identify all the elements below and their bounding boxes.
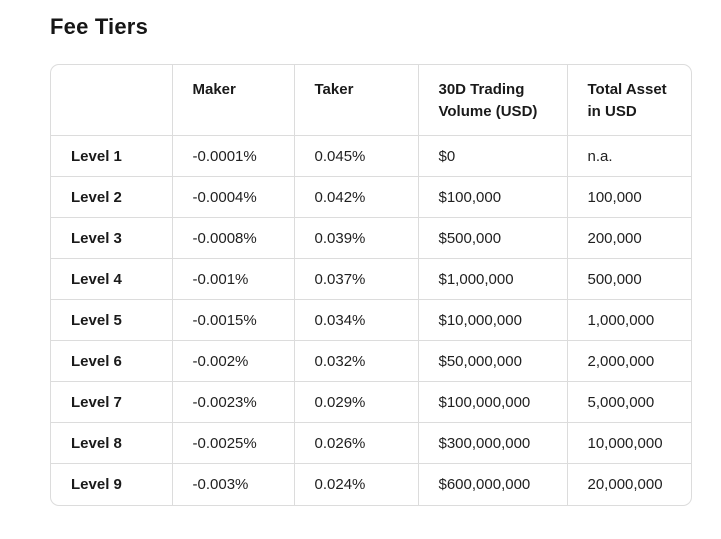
- asset-cell: 1,000,000: [566, 299, 691, 341]
- row-label: Level 6: [51, 340, 172, 382]
- column-header-total-asset: Total Asset in USD: [566, 65, 691, 136]
- volume-cell: $300,000,000: [417, 422, 567, 464]
- asset-cell: 500,000: [566, 258, 691, 300]
- volume-cell: $500,000: [417, 217, 567, 259]
- asset-cell: 2,000,000: [566, 340, 691, 382]
- maker-cell: -0.0015%: [171, 299, 294, 341]
- table-row: Level 9 -0.003% 0.024% $600,000,000 20,0…: [51, 463, 691, 505]
- asset-cell: 10,000,000: [566, 422, 691, 464]
- taker-cell: 0.045%: [293, 135, 418, 177]
- maker-cell: -0.0004%: [171, 176, 294, 218]
- taker-cell: 0.026%: [293, 422, 418, 464]
- table-row: Level 5 -0.0015% 0.034% $10,000,000 1,00…: [51, 299, 691, 341]
- row-label: Level 3: [51, 217, 172, 259]
- maker-cell: -0.0023%: [171, 381, 294, 423]
- maker-cell: -0.0025%: [171, 422, 294, 464]
- volume-cell: $50,000,000: [417, 340, 567, 382]
- page-title: Fee Tiers: [50, 14, 149, 39]
- taker-cell: 0.039%: [293, 217, 418, 259]
- column-header-volume: 30D Trading Volume (USD): [417, 65, 567, 136]
- column-header-blank: [51, 65, 172, 136]
- column-header-maker: Maker: [171, 65, 294, 136]
- header-row: Maker Taker 30D Trading Volume (USD) Tot…: [51, 65, 691, 136]
- taker-cell: 0.032%: [293, 340, 418, 382]
- volume-cell: $0: [417, 135, 567, 177]
- column-header-taker: Taker: [293, 65, 418, 136]
- asset-cell: 100,000: [566, 176, 691, 218]
- table-row: Level 7 -0.0023% 0.029% $100,000,000 5,0…: [51, 381, 691, 423]
- asset-cell: 200,000: [566, 217, 691, 259]
- maker-cell: -0.0001%: [171, 135, 294, 177]
- table-row: Level 6 -0.002% 0.032% $50,000,000 2,000…: [51, 340, 691, 382]
- volume-cell: $1,000,000: [417, 258, 567, 300]
- asset-cell: 5,000,000: [566, 381, 691, 423]
- row-label: Level 7: [51, 381, 172, 423]
- fee-tiers-table: Maker Taker 30D Trading Volume (USD) Tot…: [50, 64, 692, 506]
- table-row: Level 4 -0.001% 0.037% $1,000,000 500,00…: [51, 258, 691, 300]
- taker-cell: 0.024%: [293, 463, 418, 505]
- volume-cell: $100,000,000: [417, 381, 567, 423]
- row-label: Level 2: [51, 176, 172, 218]
- asset-cell: n.a.: [566, 135, 691, 177]
- taker-cell: 0.029%: [293, 381, 418, 423]
- table-row: Level 3 -0.0008% 0.039% $500,000 200,000: [51, 217, 691, 259]
- asset-cell: 20,000,000: [566, 463, 691, 505]
- row-label: Level 9: [51, 463, 172, 505]
- volume-cell: $10,000,000: [417, 299, 567, 341]
- row-label: Level 8: [51, 422, 172, 464]
- table-row: Level 8 -0.0025% 0.026% $300,000,000 10,…: [51, 422, 691, 464]
- maker-cell: -0.0008%: [171, 217, 294, 259]
- taker-cell: 0.034%: [293, 299, 418, 341]
- maker-cell: -0.001%: [171, 258, 294, 300]
- row-label: Level 4: [51, 258, 172, 300]
- taker-cell: 0.037%: [293, 258, 418, 300]
- maker-cell: -0.002%: [171, 340, 294, 382]
- volume-cell: $600,000,000: [417, 463, 567, 505]
- table-row: Level 2 -0.0004% 0.042% $100,000 100,000: [51, 176, 691, 218]
- maker-cell: -0.003%: [171, 463, 294, 505]
- row-label: Level 5: [51, 299, 172, 341]
- row-label: Level 1: [51, 135, 172, 177]
- table-row: Level 1 -0.0001% 0.045% $0 n.a.: [51, 135, 691, 177]
- volume-cell: $100,000: [417, 176, 567, 218]
- taker-cell: 0.042%: [293, 176, 418, 218]
